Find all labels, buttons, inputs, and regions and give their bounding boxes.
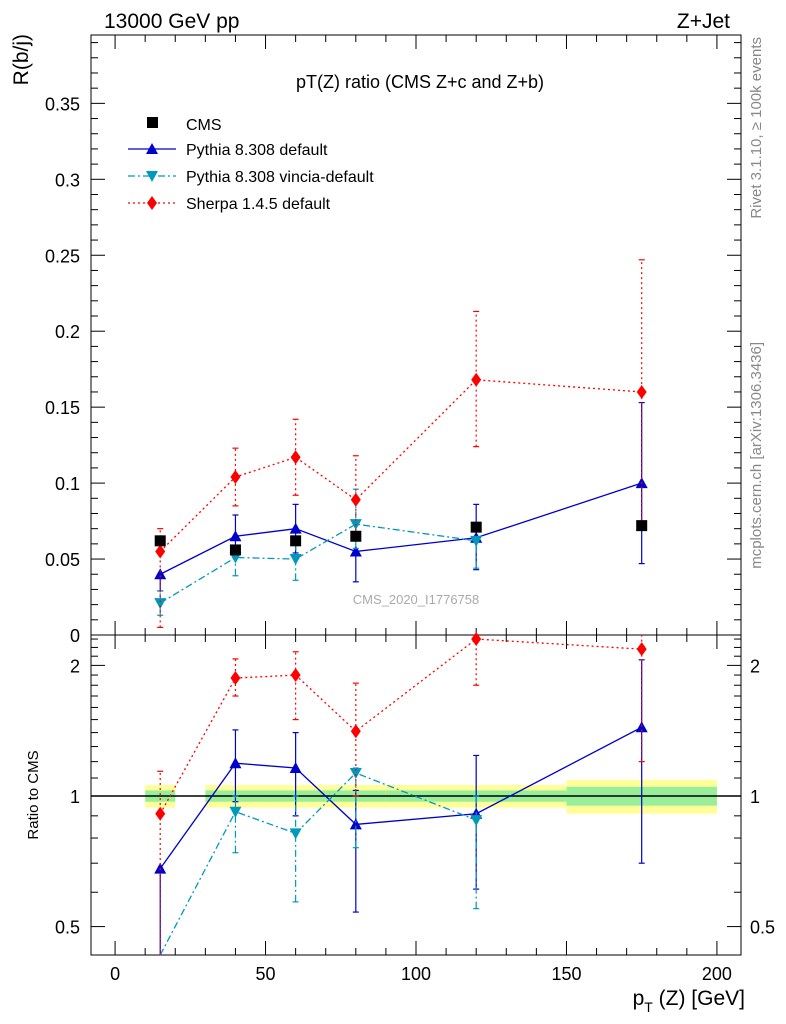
x-tick-label: 0: [110, 964, 120, 984]
y-axis-label: R(b/j): [10, 34, 33, 85]
series-marker-main: [154, 568, 167, 580]
axis-ticks: 0 50 100 150 200 0 0.05 0.1 0.15 0.2 0.25 0.3 0.35 0.…: [45, 35, 775, 984]
cms-data-point: [154, 535, 166, 547]
series-marker-ratio: [636, 642, 647, 657]
ratio-axis-label: Ratio to CMS: [25, 750, 42, 839]
x-tick-label: 100: [401, 964, 431, 984]
data-points-main: [154, 520, 648, 556]
y-tick-label: 0.3: [55, 170, 80, 190]
series-line-main: [159, 523, 477, 604]
series-main: [154, 259, 648, 629]
cms-data-point: [290, 535, 302, 547]
series-ratio-1: [159, 767, 483, 956]
cms-data-point: [470, 521, 482, 533]
series-marker-ratio: [289, 828, 302, 840]
x-tick-label: 200: [702, 964, 732, 984]
legend-label-cms: CMS: [186, 117, 222, 134]
legend-marker-sherpa: [147, 196, 157, 210]
x-axis-label-p: p: [633, 987, 645, 1010]
y-tick-label: 0: [70, 626, 80, 646]
x-tick-label: 50: [256, 964, 276, 984]
x-axis-label: pT (Z) [GeV]: [633, 987, 745, 1015]
legend-marker-pythia-default: [146, 143, 158, 154]
series-marker-main: [155, 544, 166, 559]
series-marker-ratio: [290, 668, 301, 683]
series-marker-ratio: [155, 806, 166, 821]
series-marker-ratio: [635, 721, 648, 733]
y-tick-label: 0.1: [55, 474, 80, 494]
y-tick-label: 0.05: [45, 550, 80, 570]
analysis-watermark: CMS_2020_I1776758: [353, 592, 480, 607]
series-marker-main: [154, 598, 167, 610]
series-marker-main: [289, 554, 302, 566]
series-marker-ratio: [349, 767, 362, 779]
series-line-main: [159, 379, 642, 552]
rivet-label: Rivet 3.1.10, ≥ 100k events: [748, 37, 765, 219]
series-marker-ratio: [289, 762, 302, 774]
ratio-tick-label-right: 1: [750, 787, 760, 807]
ratio-tick-label: 2: [70, 656, 80, 676]
series-marker-main: [290, 450, 301, 465]
ratio-tick-label: 0.5: [55, 918, 80, 938]
mcplots-label: mcplots.cern.ch [arXiv:1306.3436]: [748, 342, 765, 569]
ratio-tick-label: 1: [70, 787, 80, 807]
cms-data-point: [229, 544, 241, 556]
legend-label-pythia-default: Pythia 8.308 default: [186, 142, 328, 159]
legend-label-sherpa: Sherpa 1.4.5 default: [186, 196, 331, 213]
plot-title: pT(Z) ratio (CMS Z+c and Z+b): [296, 72, 544, 92]
cms-data-point: [350, 530, 362, 542]
series-marker-ratio: [350, 724, 361, 739]
header-right: Z+Jet: [677, 10, 730, 33]
series-line-ratio: [159, 726, 642, 870]
legend-marker-cms: [147, 117, 158, 128]
legend-label-pythia-vincia: Pythia 8.308 vincia-default: [186, 169, 374, 186]
legend-marker-pythia-vincia: [146, 171, 158, 182]
series-marker-main: [230, 470, 241, 485]
series-marker-ratio: [471, 632, 482, 647]
x-axis-label-subscript: T: [644, 999, 653, 1015]
header-left: 13000 GeV pp: [104, 10, 239, 33]
y-tick-label: 0.15: [45, 398, 80, 418]
series-marker-ratio: [229, 806, 242, 818]
series-marker-main: [229, 530, 242, 542]
series-marker-ratio: [230, 671, 241, 686]
series-marker-main: [471, 372, 482, 387]
series-line-ratio: [159, 638, 642, 815]
series-marker-main: [289, 522, 302, 534]
cms-data-point: [636, 520, 648, 532]
ratio-tick-label-right: 0.5: [750, 918, 775, 938]
series-marker-main: [470, 535, 483, 547]
series-marker-ratio: [229, 757, 242, 769]
ratio-tick-label-right: 2: [750, 656, 760, 676]
series-marker-main: [350, 492, 361, 507]
series-main-0: [154, 401, 648, 592]
series-marker-main: [349, 545, 362, 557]
x-axis-label-rest: (Z) [GeV]: [653, 987, 745, 1010]
y-tick-label: 0.25: [45, 246, 80, 266]
series-marker-ratio: [470, 815, 483, 827]
series-main-2: [155, 259, 647, 629]
series-ratio-2: [155, 632, 647, 955]
x-tick-label: 150: [551, 964, 581, 984]
series-marker-ratio: [349, 818, 362, 830]
legend: CMS Pythia 8.308 default Pythia 8.308 vi…: [128, 117, 374, 213]
series-marker-main: [636, 384, 647, 399]
series-line-main: [159, 482, 642, 575]
series-ratio: [154, 632, 648, 956]
y-tick-label: 0.35: [45, 94, 80, 114]
y-tick-label: 0.2: [55, 322, 80, 342]
